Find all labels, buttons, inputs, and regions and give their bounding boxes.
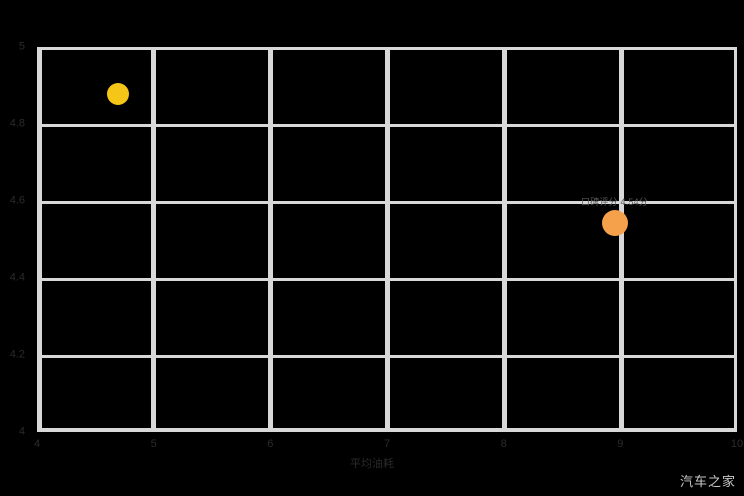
x-tick-label: 5 (150, 438, 157, 450)
gridline-vertical-4 (37, 47, 42, 432)
y-tick-label: 4.6 (9, 194, 25, 207)
x-tick-label: 8 (500, 438, 507, 450)
x-tick-label: 9 (617, 438, 624, 450)
x-tick-label: 6 (267, 438, 274, 450)
point-yellow[interactable] (106, 83, 129, 106)
x-tick-label: 10 (730, 438, 744, 450)
x-tick-label: 4 (33, 438, 41, 450)
y-tick-label: 4.4 (9, 271, 25, 284)
y-tick-label: 4 (18, 425, 25, 438)
y-tick-label: 5 (18, 40, 25, 53)
gridline-vertical-8 (502, 47, 507, 432)
gridline-vertical-10 (734, 47, 737, 432)
gridline-vertical-5 (151, 47, 156, 432)
plot-area: 口碑评分 4.54分 4 4.2 4.4 4.6 4.8 5 4 5 6 7 8 9 10 (10, 41, 743, 450)
x-tick-label: 7 (383, 438, 391, 450)
y-tick-label: 4.2 (9, 348, 25, 361)
x-axis-title: 平均油耗 (350, 458, 394, 470)
point-orange[interactable] (601, 209, 628, 236)
gridline-vertical-9 (619, 47, 624, 432)
point-annotation: 口碑评分 4.54分 (580, 196, 649, 207)
gridline-vertical-6 (268, 47, 273, 432)
gridline-vertical-7 (385, 47, 390, 432)
watermark-autohome: 汽车之家 (679, 475, 736, 490)
y-tick-label: 4.8 (9, 117, 25, 130)
